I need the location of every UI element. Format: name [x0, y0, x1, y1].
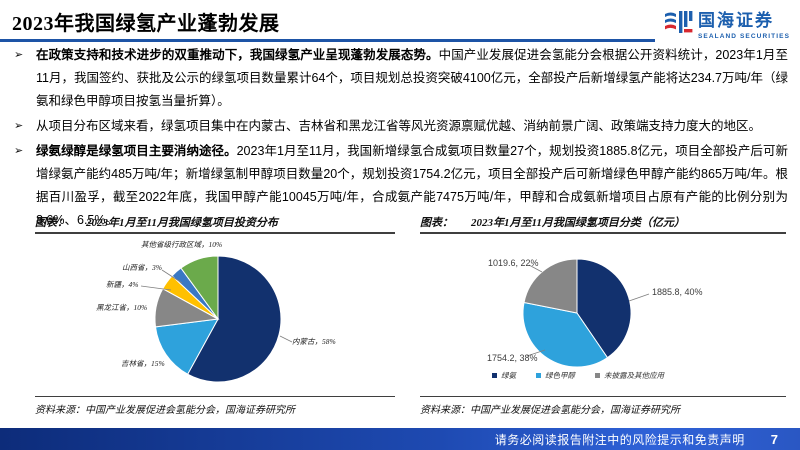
pie-chart-classification: 1885.8, 40% 1754.2, 38% 1019.6, 22% 绿氨 绿…: [420, 234, 786, 396]
region-pie-svg: [140, 255, 293, 383]
pie-slice-吉林省: [154, 318, 219, 375]
bullet-policy-growth: ➢ 在政策支持和技术进步的双重推动下，我国绿氢产业呈现蓬勃发展态势。中国产业发展…: [14, 44, 788, 113]
chart-source: 资料来源：中国产业发展促进会氢能分会，国海证券研究所: [35, 396, 395, 416]
chart-source: 资料来源：中国产业发展促进会氢能分会，国海证券研究所: [420, 396, 786, 416]
bullet-rest: 从项目分布区域来看，绿氢项目集中在内蒙古、吉林省和黑龙江省等风光资源禀赋优越、消…: [36, 119, 762, 133]
bullet-ammonia-methanol: ➢ 绿氨绿醇是绿氢项目主要消纳途径。2023年1月至11月，我国新增绿氢合成氨项…: [14, 140, 788, 232]
pie-label-ammonia-value: 1885.8, 40%: [652, 287, 703, 297]
brand-logo: 国海证券 SEALAND SECURITIES: [663, 6, 790, 40]
classification-pie-svg: [522, 258, 650, 368]
pie-label-undisclosed-value: 1019.6, 22%: [488, 258, 539, 268]
chart-investment-distribution: 图表： 2023年1月至11月我国绿氢项目投资分布 内蒙古，58% 吉林省，15%…: [35, 214, 395, 416]
bullet-lead: 在政策支持和技术进步的双重推动下，我国绿氢产业呈现蓬勃发展态势。: [36, 48, 439, 62]
brand-name-cn: 国海证券: [697, 11, 774, 30]
leader-lines: [526, 264, 650, 357]
page-number: 7: [770, 431, 778, 447]
chart-title-prefix: 图表：: [35, 217, 68, 229]
pie-slice-其他省级行政区域: [180, 255, 219, 321]
chart-project-classification: 图表： 2023年1月至11月我国绿氢项目分类（亿元） 1885.8, 40% 1…: [420, 214, 786, 416]
bullet-rest: 2023年1月至11月，我国新增绿氢合成氨项目数量27个，规划投资1885.8亿…: [36, 144, 788, 227]
sealand-logo-icon: [664, 11, 693, 33]
bullet-text: 在政策支持和技术进步的双重推动下，我国绿氢产业呈现蓬勃发展态势。中国产业发展促进…: [36, 44, 788, 113]
footer-bar: 请务必阅读报告附注中的风险提示和免责声明 7: [0, 428, 800, 450]
legend-marker-undisclosed: [595, 373, 600, 378]
bullet-rest: 中国产业发展促进会氢能分会根据公开资料统计，2023年1月至11月，我国签约、获…: [36, 48, 788, 108]
chart-title: 图表： 2023年1月至11月我国绿氢项目分类（亿元）: [420, 214, 786, 234]
chart-title-prefix: 图表：: [420, 217, 453, 229]
pie-label-other-regions: 其他省级行政区域，10%: [141, 240, 223, 249]
pie-slice-未披露及其他应用: [523, 258, 578, 314]
pie-slice-绿色甲醇: [522, 301, 609, 368]
brand-name-en: SEALAND SECURITIES: [697, 33, 790, 40]
pie-slice-内蒙古: [186, 255, 282, 383]
legend-marker-ammonia: [492, 373, 497, 378]
bullet-region-distribution: ➢ 从项目分布区域来看，绿氢项目集中在内蒙古、吉林省和黑龙江省等风光资源禀赋优越…: [14, 115, 788, 138]
page-title: 2023年我国绿氢产业蓬勃发展: [12, 13, 280, 35]
leader-lines: [140, 269, 293, 343]
pie-slice-绿氨: [576, 258, 632, 359]
bullet-text: 绿氨绿醇是绿氢项目主要消纳途径。2023年1月至11月，我国新增绿氢合成氨项目数…: [36, 140, 788, 232]
pie-legend: 绿氨 绿色甲醇 未披露及其他应用: [492, 370, 664, 381]
pie-label-shanxi: 山西省，3%: [122, 263, 162, 272]
classification-pie: [522, 258, 632, 368]
pie-label-heilongjiang: 黑龙江省，10%: [96, 303, 148, 312]
chart-title: 图表： 2023年1月至11月我国绿氢项目投资分布: [35, 214, 395, 234]
chart-title-text: 2023年1月至11月我国绿氢项目分类（亿元）: [471, 217, 685, 229]
bullet-lead: 绿氨绿醇是绿氢项目主要消纳途径。: [36, 144, 237, 158]
pie-label-xinjiang: 新疆，4%: [106, 280, 139, 289]
bullet-text: 从项目分布区域来看，绿氢项目集中在内蒙古、吉林省和黑龙江省等风光资源禀赋优越、消…: [36, 115, 761, 138]
region-pie: [154, 255, 282, 383]
bullet-arrow-icon: ➢: [14, 145, 24, 157]
summary-bullets: ➢ 在政策支持和技术进步的双重推动下，我国绿氢产业呈现蓬勃发展态势。中国产业发展…: [14, 44, 788, 234]
footer-disclaimer: 请务必阅读报告附注中的风险提示和免责声明: [494, 432, 745, 447]
legend-label: 绿氨: [501, 371, 516, 380]
legend-label: 未披露及其他应用: [604, 371, 664, 380]
pie-label-methanol-value: 1754.2, 38%: [487, 353, 538, 363]
chart-title-text: 2023年1月至11月我国绿氢项目投资分布: [86, 217, 278, 229]
legend-item-methanol: 绿色甲醇: [536, 370, 575, 381]
legend-item-ammonia: 绿氨: [492, 370, 516, 381]
legend-marker-methanol: [536, 373, 541, 378]
header-divider: [0, 39, 655, 42]
pie-label-neimenggu: 内蒙古，58%: [292, 337, 336, 346]
pie-label-jilin: 吉林省，15%: [121, 359, 165, 368]
legend-item-undisclosed: 未披露及其他应用: [595, 370, 664, 381]
bullet-arrow-icon: ➢: [14, 120, 24, 132]
legend-label: 绿色甲醇: [545, 371, 575, 380]
bullet-arrow-icon: ➢: [14, 49, 24, 61]
pie-chart-region: 内蒙古，58% 吉林省，15% 黑龙江省，10% 新疆，4% 山西省，3% 其他…: [35, 234, 395, 396]
